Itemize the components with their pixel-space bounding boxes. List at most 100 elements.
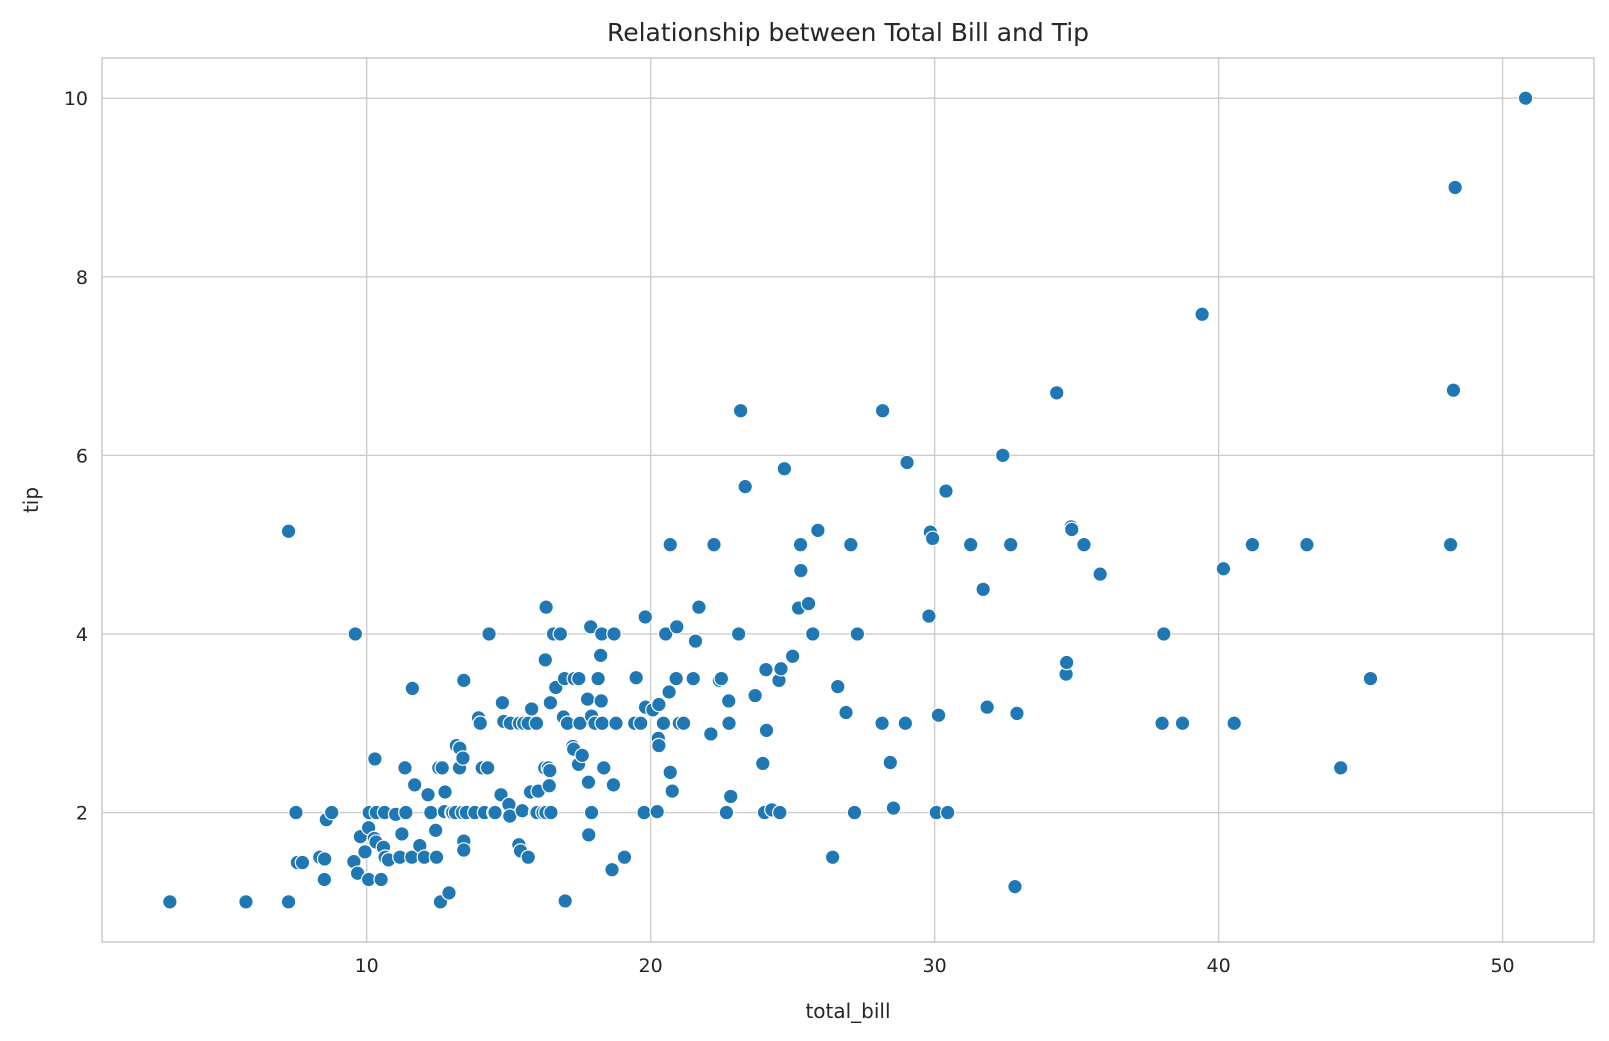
data-point — [487, 804, 503, 821]
data-point — [824, 849, 841, 865]
data-point — [1215, 560, 1232, 577]
data-point — [994, 447, 1011, 464]
data-point — [537, 652, 554, 668]
data-point — [162, 894, 178, 910]
data-point — [632, 715, 649, 732]
data-point — [423, 804, 439, 821]
data-point — [1226, 715, 1243, 732]
data-point — [637, 609, 654, 625]
data-point — [810, 522, 826, 539]
data-point — [605, 777, 622, 793]
data-point — [542, 694, 559, 711]
data-point — [582, 618, 599, 635]
data-point — [662, 764, 679, 781]
y-tick-label: 8 — [76, 267, 88, 289]
data-point — [434, 760, 451, 776]
data-point — [772, 804, 788, 821]
data-point — [1442, 536, 1459, 553]
data-point — [720, 693, 737, 709]
data-points — [162, 90, 1534, 910]
y-tick-label: 10 — [64, 88, 88, 110]
data-point — [538, 599, 554, 615]
data-point — [572, 715, 588, 732]
data-point — [874, 402, 891, 419]
data-point — [939, 804, 956, 821]
data-point — [651, 737, 667, 754]
data-point — [846, 804, 863, 821]
data-point — [441, 885, 457, 901]
data-point — [280, 894, 297, 910]
data-point — [593, 693, 610, 709]
data-point — [1332, 760, 1349, 776]
data-point — [1058, 654, 1075, 671]
data-point — [1009, 705, 1025, 722]
data-point — [1194, 306, 1210, 323]
data-point — [570, 670, 587, 687]
data-point — [604, 861, 620, 878]
y-axis-ticks: 2 4 6 8 10 — [64, 88, 88, 824]
data-point — [1007, 878, 1023, 895]
data-point — [664, 783, 681, 799]
data-point — [722, 788, 739, 805]
data-point — [1092, 566, 1108, 582]
data-point — [1174, 715, 1191, 732]
data-point — [1447, 179, 1463, 196]
data-point — [316, 851, 333, 867]
data-point — [316, 871, 333, 888]
data-point — [541, 777, 558, 794]
data-point — [703, 726, 719, 742]
data-point — [608, 715, 624, 732]
data-point — [420, 786, 436, 803]
x-axis-ticks: 10 20 30 40 50 — [355, 955, 1515, 977]
data-point — [323, 804, 340, 821]
data-point — [357, 844, 373, 860]
x-tick-label: 40 — [1206, 955, 1230, 977]
data-point — [773, 660, 789, 677]
data-point — [687, 633, 704, 649]
data-point — [713, 670, 730, 687]
data-point — [595, 760, 612, 776]
data-point — [590, 670, 606, 687]
data-point — [758, 722, 775, 739]
data-point — [661, 684, 677, 700]
data-point — [843, 536, 859, 553]
data-point — [1154, 715, 1170, 732]
data-point — [1517, 90, 1534, 106]
data-point — [294, 854, 311, 871]
data-point — [580, 827, 597, 843]
data-point — [373, 871, 389, 888]
data-point — [930, 707, 947, 723]
data-point — [394, 826, 410, 842]
data-point — [1002, 536, 1019, 553]
data-point — [804, 626, 821, 642]
data-point — [655, 715, 672, 732]
data-point — [732, 402, 749, 419]
data-point — [616, 849, 633, 865]
data-point — [924, 530, 941, 547]
data-point — [921, 608, 937, 624]
data-point — [455, 750, 471, 766]
data-point — [1299, 536, 1315, 553]
data-point — [649, 803, 665, 820]
data-point — [849, 626, 866, 642]
data-point — [730, 626, 747, 642]
data-point — [238, 894, 254, 910]
data-point — [542, 762, 558, 779]
data-point — [592, 647, 609, 664]
data-point — [691, 599, 707, 615]
data-point — [528, 715, 545, 732]
data-point — [583, 804, 600, 821]
data-point — [776, 460, 793, 477]
data-point — [552, 626, 569, 642]
data-point — [455, 842, 472, 858]
data-point — [962, 536, 979, 553]
data-point — [784, 648, 801, 665]
data-point — [606, 626, 622, 642]
data-point — [668, 670, 684, 687]
data-point — [668, 618, 685, 635]
data-point — [479, 760, 496, 776]
data-point — [706, 536, 722, 553]
data-point — [288, 804, 304, 821]
data-point — [1155, 626, 1172, 642]
